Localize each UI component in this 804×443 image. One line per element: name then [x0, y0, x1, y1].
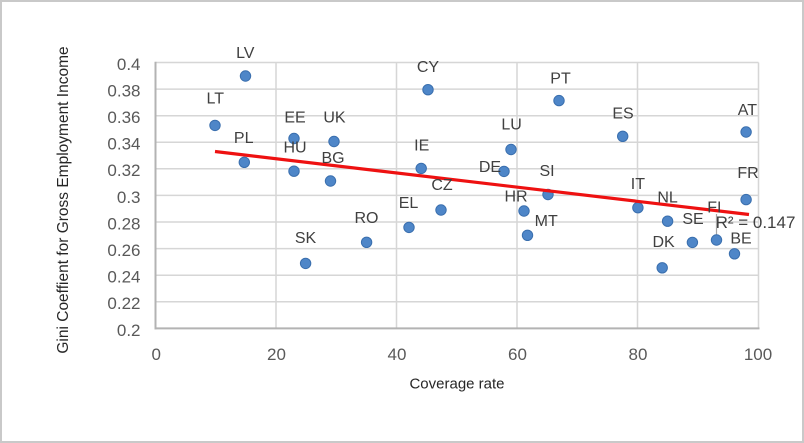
svg-text:0.2: 0.2	[117, 321, 141, 340]
svg-text:BE: BE	[730, 231, 751, 248]
svg-text:0.3: 0.3	[117, 188, 141, 207]
svg-text:BG: BG	[321, 150, 344, 167]
svg-text:MT: MT	[535, 213, 558, 230]
svg-text:NL: NL	[657, 189, 678, 206]
svg-text:LU: LU	[501, 117, 521, 134]
svg-text:0.38: 0.38	[107, 82, 140, 101]
svg-text:EE: EE	[284, 110, 305, 127]
svg-text:CZ: CZ	[431, 177, 453, 194]
svg-text:ES: ES	[612, 106, 633, 123]
svg-text:HU: HU	[283, 140, 306, 157]
svg-text:IT: IT	[631, 176, 645, 193]
svg-text:R² = 0.147: R² = 0.147	[716, 213, 796, 232]
svg-text:20: 20	[267, 345, 286, 364]
svg-text:Coverage rate: Coverage rate	[409, 376, 504, 393]
svg-text:0.22: 0.22	[107, 294, 140, 313]
svg-text:DK: DK	[652, 234, 675, 251]
svg-text:FI: FI	[707, 199, 721, 216]
svg-text:0.34: 0.34	[107, 135, 140, 154]
svg-text:PT: PT	[550, 70, 571, 87]
svg-text:Gini Coeffient for Gross Empl: Gini Coeffient for Gross Employment Inco…	[55, 46, 72, 353]
svg-text:100: 100	[744, 345, 772, 364]
svg-text:0.28: 0.28	[107, 214, 140, 233]
svg-text:RO: RO	[355, 210, 379, 227]
svg-text:0.4: 0.4	[117, 55, 141, 74]
svg-text:SE: SE	[682, 211, 703, 228]
svg-text:80: 80	[629, 345, 648, 364]
svg-text:AT: AT	[738, 102, 757, 119]
svg-text:SK: SK	[295, 230, 317, 247]
svg-text:40: 40	[388, 345, 407, 364]
svg-text:0.24: 0.24	[107, 268, 140, 287]
svg-text:0.32: 0.32	[107, 161, 140, 180]
svg-text:0.36: 0.36	[107, 108, 140, 127]
svg-text:0.26: 0.26	[107, 241, 140, 260]
svg-text:PL: PL	[234, 130, 254, 147]
svg-text:0: 0	[151, 345, 160, 364]
svg-text:60: 60	[508, 345, 527, 364]
svg-text:IE: IE	[414, 137, 429, 154]
svg-text:LT: LT	[207, 91, 225, 108]
svg-text:HR: HR	[504, 189, 527, 206]
svg-text:CY: CY	[417, 59, 440, 76]
svg-text:LV: LV	[236, 45, 255, 62]
svg-text:FR: FR	[737, 165, 758, 182]
svg-text:DE: DE	[479, 159, 501, 176]
svg-text:SI: SI	[539, 163, 554, 180]
svg-text:UK: UK	[323, 110, 346, 127]
svg-text:EL: EL	[399, 195, 419, 212]
